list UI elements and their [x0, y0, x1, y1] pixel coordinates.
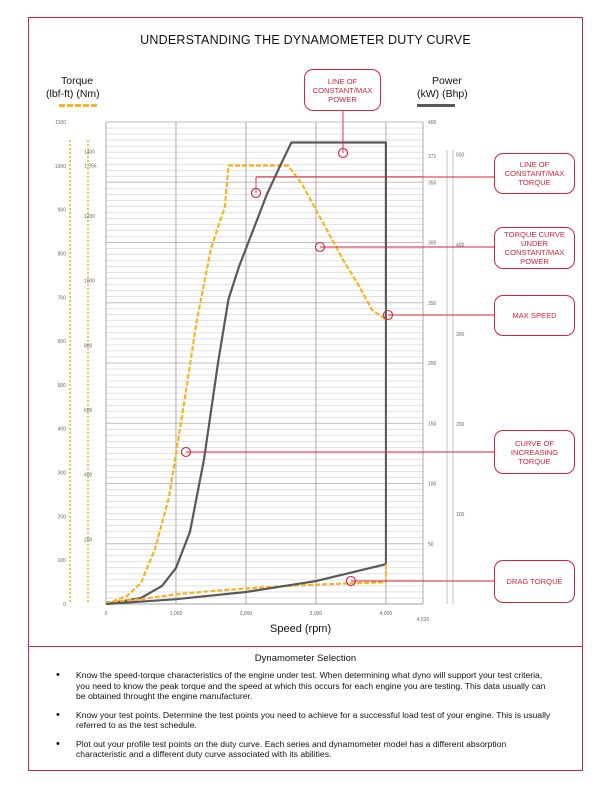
x-tick-label: 0 [105, 611, 108, 617]
chart-grid [106, 121, 423, 605]
torque-lbf-tick-label: 100 [58, 558, 67, 564]
leader-drag-torque-marker [345, 575, 357, 587]
power-bhp-tick-label: 200 [456, 422, 465, 428]
power-bhp-tick-label: 100 [456, 512, 465, 518]
leader-constant-power-marker [337, 147, 349, 159]
power-axis-units: (kW) (Bhp) [417, 88, 468, 100]
torque-nm-tick-label: 1200 [84, 214, 95, 220]
power-bhp-tick-label: 400 [456, 242, 465, 248]
callout-torque-curve: TORQUE CURVE UNDER CONSTANT/MAX POWER [494, 227, 575, 269]
chart-axes: 0 1,000 2,000 3,000 4,000 4,530 0 100 200 300 400 5… [55, 120, 465, 623]
x-tick-label: 3,000 [310, 611, 323, 617]
torque-nm-tick-label: 600 [84, 408, 93, 414]
power-kw-tick-label: 200 [428, 361, 437, 367]
drag-power-line [105, 563, 387, 606]
torque-legend-swatch [59, 104, 97, 107]
torque-nm-tick-label: 1,356 [84, 164, 97, 170]
x-axis-label: Speed (rpm) [270, 623, 332, 635]
power-kw-tick-label: 350 [428, 180, 437, 186]
torque-nm-tick-label: 1000 [84, 279, 95, 285]
selection-title: Dynamometer Selection [254, 653, 357, 664]
drag-torque-line [105, 581, 386, 604]
x-tick-label: 1,000 [170, 611, 183, 617]
chart-series [105, 141, 387, 606]
selection-list: Know the speed-torque characteristics of… [52, 670, 552, 768]
selection-item: Plot out your profile test points on the… [52, 739, 552, 760]
power-kw-tick-label: 150 [428, 421, 437, 427]
torque-lbf-tick-label: 500 [58, 383, 67, 389]
selection-item: Know the speed-torque characteristics of… [52, 670, 552, 702]
power-kw-tick-label: 300 [428, 241, 437, 247]
torque-lbf-tick-label: 800 [58, 251, 67, 257]
torque-nm-tick-label: 400 [84, 473, 93, 479]
torque-nm-tick-label: 800 [84, 343, 93, 349]
callout-leaders [180, 111, 494, 587]
torque-lbf-tick-label: 600 [58, 339, 67, 345]
duty-curve-chart: 0 1,000 2,000 3,000 4,000 4,530 0 100 200 300 400 5… [55, 111, 494, 623]
leader-constant-torque-marker [250, 187, 262, 199]
selection-item: Know your test points. Determine the tes… [52, 710, 552, 731]
callout-max-speed: MAX SPEED [494, 295, 575, 336]
torque-lbf-tick-label: 0 [63, 602, 66, 608]
leader-increasing-torque-marker [180, 446, 192, 458]
power-kw-tick-label: 100 [428, 482, 437, 488]
torque-axis-title: Torque [61, 75, 94, 87]
torque-lbf-tick-label: 400 [58, 427, 67, 433]
torque-lbf-tick-label: 1000 [55, 164, 66, 170]
section-divider [28, 646, 583, 647]
callout-drag-torque: DRAG TORQUE [494, 560, 575, 603]
callout-constant-torque: LINE OF CONSTANT/MAX TORQUE [494, 153, 575, 194]
power-kw-tick-label: 371 [428, 154, 437, 160]
torque-nm-tick-label: 1400 [84, 149, 95, 155]
torque-lbf-tick-label: 1100 [55, 120, 66, 126]
power-axis-title: Power [432, 75, 462, 87]
x-tick-label: 4,530 [417, 617, 430, 623]
power-curve-line [105, 141, 387, 606]
x-tick-label: 2,000 [240, 611, 253, 617]
torque-axis-units: (lbf-ft) (Nm) [46, 88, 100, 100]
leader-max-speed-marker [382, 309, 394, 321]
power-kw-tick-label: 400 [428, 120, 437, 126]
torque-curve-line [105, 164, 387, 606]
leader-torque-curve-marker [314, 241, 326, 253]
torque-lbf-tick-label: 700 [58, 295, 67, 301]
torque-nm-tick-label: 200 [84, 537, 93, 543]
page-frame [28, 17, 583, 771]
torque-lbf-tick-label: 200 [58, 514, 67, 520]
power-legend-swatch [417, 104, 455, 107]
power-kw-tick-label: 250 [428, 301, 437, 307]
torque-lbf-tick-label: 300 [58, 471, 67, 477]
chart-title: UNDERSTANDING THE DYNAMOMETER DUTY CURVE [140, 33, 471, 47]
torque-lbf-tick-label: 900 [58, 208, 67, 214]
power-bhp-tick-label: 500 [456, 152, 465, 158]
x-tick-label: 4,000 [380, 611, 393, 617]
callout-increasing-torque: CURVE OF INCREASING TORQUE [494, 430, 575, 474]
power-bhp-tick-label: 300 [456, 332, 465, 338]
power-kw-tick-label: 50 [428, 542, 434, 548]
callout-constant-power: LINE OF CONSTANT/MAX POWER [304, 69, 381, 111]
